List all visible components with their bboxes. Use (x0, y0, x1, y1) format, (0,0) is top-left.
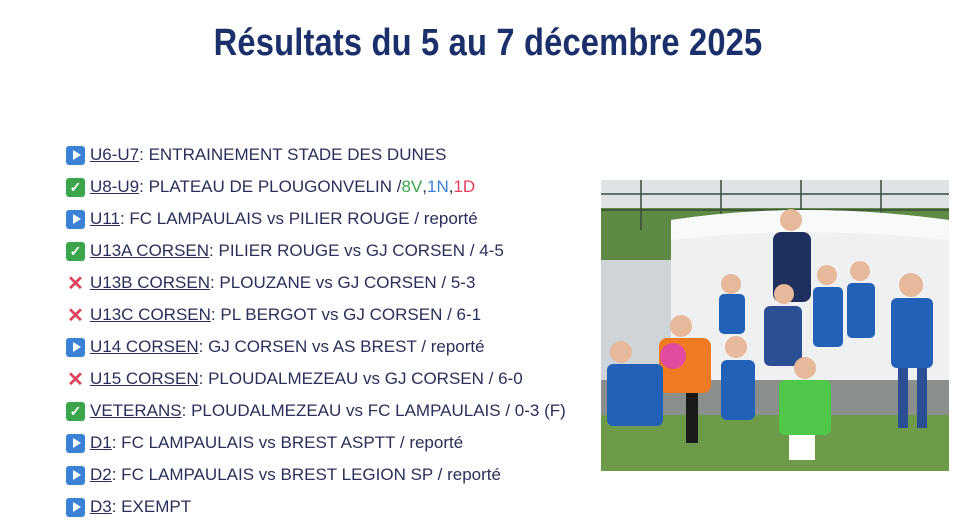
result-text: : PLATEAU DE PLOUGONVELIN / (139, 177, 402, 196)
check-icon: ✓ (66, 177, 85, 197)
cross-icon: ✕ (67, 304, 84, 327)
result-row-u13a: ✓ U13A CORSEN : PILIER ROUGE vs GJ CORSE… (66, 235, 566, 267)
separator: , (448, 177, 454, 196)
result-text: : ENTRAINEMENT STADE DES DUNES (139, 145, 447, 164)
play-icon (66, 145, 85, 165)
team-link-u6-u7[interactable]: U6-U7 (90, 145, 140, 164)
result-row-d1: D1 : FC LAMPAULAIS vs BREST ASPTT / repo… (66, 427, 566, 459)
team-link-u13c[interactable]: U13C CORSEN (90, 305, 211, 324)
team-link-veterans[interactable]: VETERANS (90, 401, 182, 420)
separator: , (422, 177, 427, 196)
cross-icon: ✕ (67, 272, 84, 295)
losses-count: 1D (453, 177, 476, 196)
result-row-veterans: ✓ VETERANS : PLOUDALMEZEAU vs FC LAMPAUL… (66, 395, 566, 427)
wins-count: 8V (401, 177, 423, 196)
results-list: U6-U7 : ENTRAINEMENT STADE DES DUNES ✓ U… (66, 139, 566, 523)
result-text: : PLOUDALMEZEAU vs GJ CORSEN / 6-0 (198, 369, 523, 388)
result-row-u14: U14 CORSEN : GJ CORSEN vs AS BREST / rep… (66, 331, 566, 363)
play-icon (66, 209, 85, 229)
result-text: : PLOUZANE vs GJ CORSEN / 5-3 (209, 273, 476, 292)
play-icon (66, 497, 85, 517)
result-row-u6-u7: U6-U7 : ENTRAINEMENT STADE DES DUNES (66, 139, 566, 171)
check-icon: ✓ (66, 241, 85, 261)
play-icon (66, 433, 85, 453)
result-text: : PILIER ROUGE vs GJ CORSEN / 4-5 (209, 241, 504, 260)
play-icon (66, 465, 85, 485)
team-link-u15[interactable]: U15 CORSEN (90, 369, 199, 388)
result-text: : PL BERGOT vs GJ CORSEN / 6-1 (210, 305, 482, 324)
team-link-u11[interactable]: U11 (90, 209, 120, 228)
result-row-d3: D3 : EXEMPT (66, 491, 566, 523)
page-title: Résultats du 5 au 7 décembre 2025 (213, 22, 763, 64)
team-link-u13a[interactable]: U13A CORSEN (90, 241, 210, 260)
team-link-d2[interactable]: D2 (90, 465, 112, 484)
result-text: : FC LAMPAULAIS vs BREST LEGION SP / rep… (111, 465, 501, 484)
draws-count: 1N (426, 177, 449, 196)
check-icon: ✓ (66, 401, 85, 421)
result-row-d2: D2 : FC LAMPAULAIS vs BREST LEGION SP / … (66, 459, 566, 491)
play-icon (66, 337, 85, 357)
result-text: : GJ CORSEN vs AS BREST / reporté (198, 337, 485, 356)
team-link-u8-u9[interactable]: U8-U9 (90, 177, 140, 196)
result-row-u8-u9: ✓ U8-U9 : PLATEAU DE PLOUGONVELIN / 8V ,… (66, 171, 566, 203)
team-link-u14[interactable]: U14 CORSEN (90, 337, 199, 356)
team-photo (601, 180, 949, 471)
result-row-u13b: ✕ U13B CORSEN : PLOUZANE vs GJ CORSEN / … (66, 267, 566, 299)
team-link-d3[interactable]: D3 (90, 497, 112, 516)
result-text: : FC LAMPAULAIS vs PILIER ROUGE / report… (119, 209, 478, 228)
cross-icon: ✕ (67, 368, 84, 391)
team-link-u13b[interactable]: U13B CORSEN (90, 273, 210, 292)
result-text: : EXEMPT (111, 497, 192, 516)
result-row-u11: U11 : FC LAMPAULAIS vs PILIER ROUGE / re… (66, 203, 566, 235)
result-row-u15: ✕ U15 CORSEN : PLOUDALMEZEAU vs GJ CORSE… (66, 363, 566, 395)
result-text: : FC LAMPAULAIS vs BREST ASPTT / reporté (111, 433, 464, 452)
team-link-d1[interactable]: D1 (90, 433, 112, 452)
result-row-u13c: ✕ U13C CORSEN : PL BERGOT vs GJ CORSEN /… (66, 299, 566, 331)
result-text: : PLOUDALMEZEAU vs FC LAMPAULAIS / 0-3 (… (181, 401, 566, 420)
